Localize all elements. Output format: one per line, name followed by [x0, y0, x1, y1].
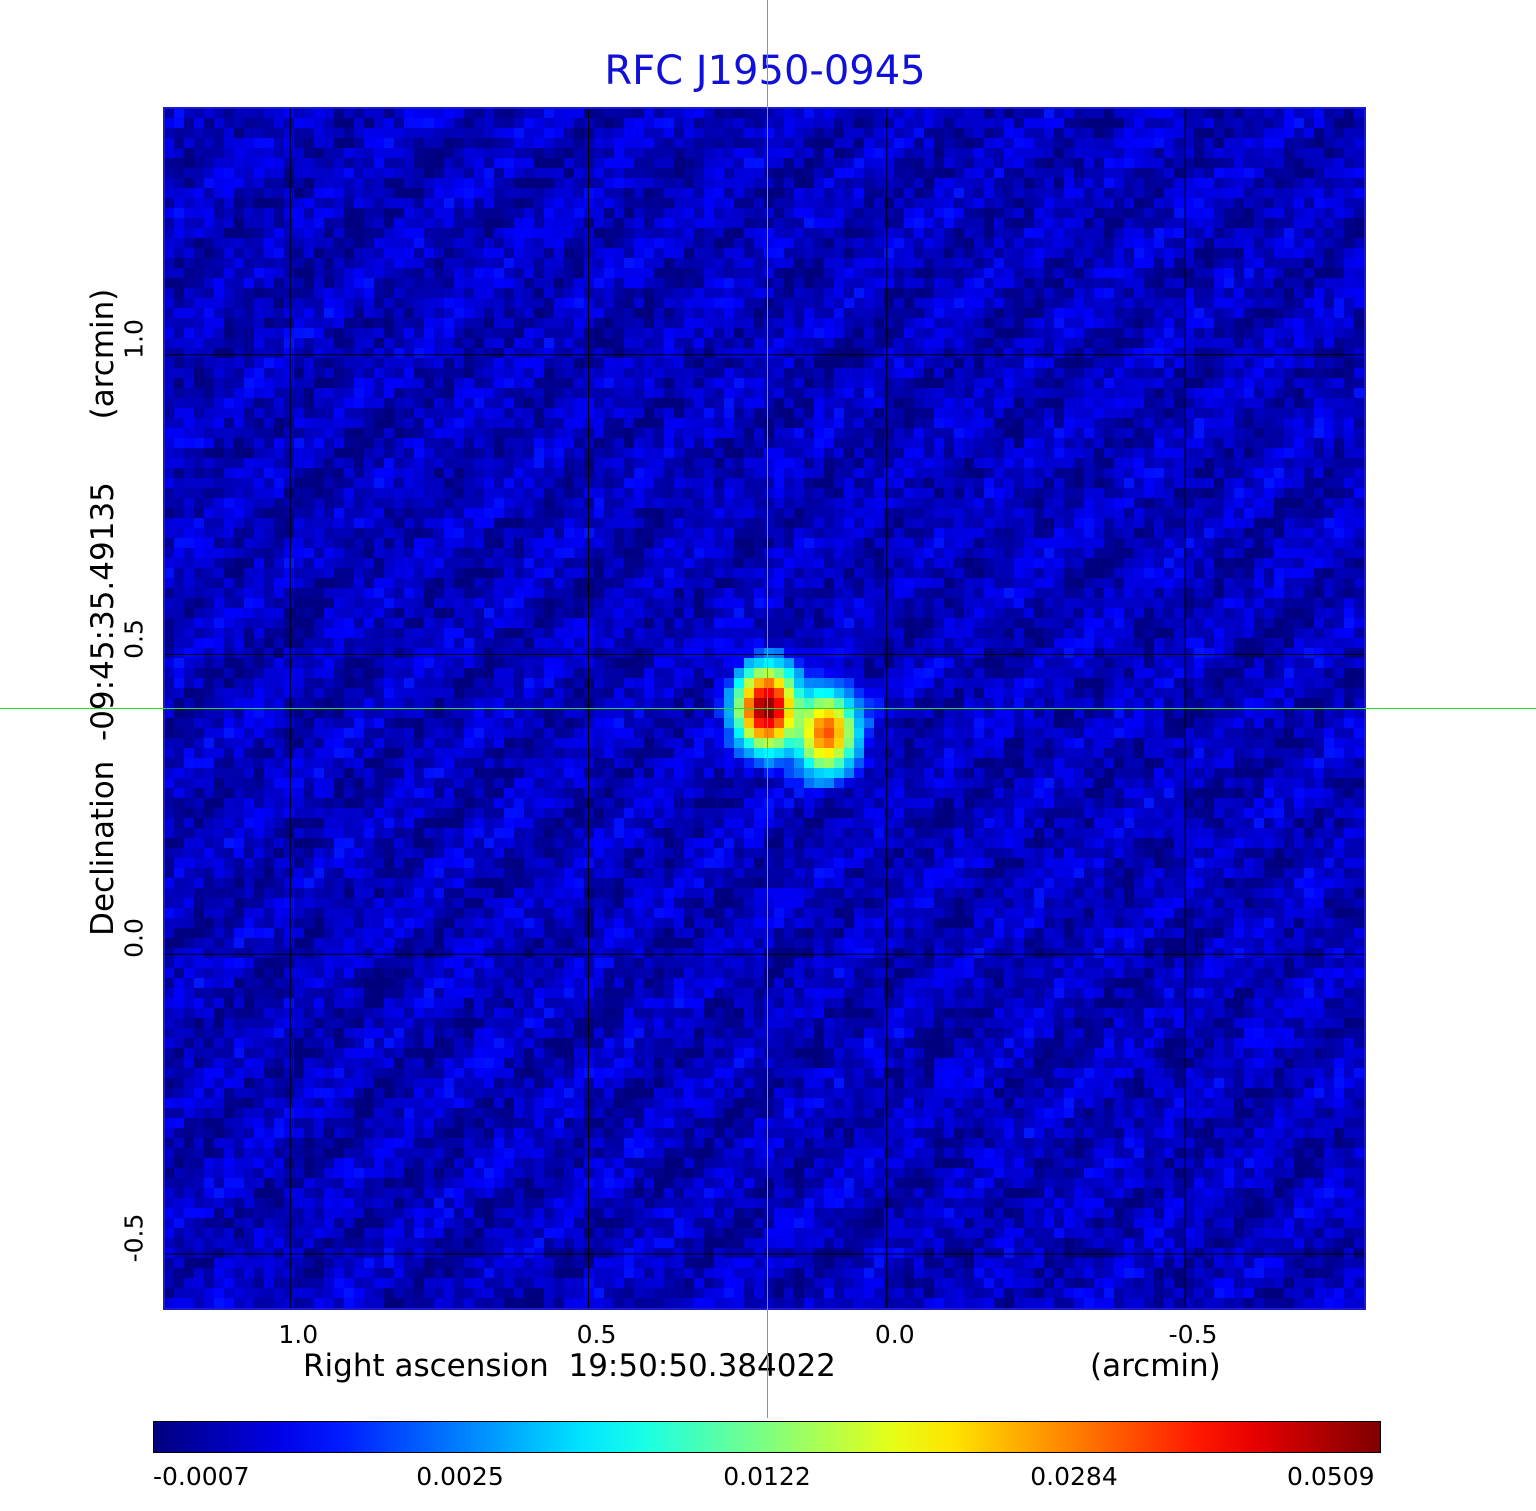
y-axis-label: Declination -09:45:35.49135 — [85, 482, 121, 936]
chart-title: RFC J1950-0945 — [604, 48, 926, 94]
y-tick-label: -0.5 — [119, 1213, 149, 1263]
colorbar-tick-label: 0.0122 — [723, 1462, 811, 1491]
x-tick-label: 0.5 — [576, 1320, 617, 1349]
x-tick-label: 1.0 — [278, 1320, 319, 1349]
plot-area[interactable] — [163, 107, 1366, 1310]
y-axis-unit: (arcmin) — [85, 288, 121, 420]
colorbar-tick-label: 0.0509 — [1287, 1462, 1375, 1491]
coordinate-grid — [165, 109, 1364, 1308]
colorbar — [153, 1421, 1381, 1453]
x-tick-label: -0.5 — [1168, 1320, 1218, 1349]
x-axis-unit: (arcmin) — [1090, 1348, 1221, 1384]
y-tick-label: 0.5 — [119, 618, 149, 659]
y-tick-label: 1.0 — [119, 318, 149, 359]
y-tick-label: 0.0 — [119, 918, 149, 959]
colorbar-tick-label: 0.0284 — [1030, 1462, 1118, 1491]
colorbar-tick-label: 0.0025 — [416, 1462, 504, 1491]
x-axis-label: Right ascension 19:50:50.384022 — [303, 1348, 836, 1384]
x-tick-label: 0.0 — [874, 1320, 915, 1349]
colorbar-tick-label: -0.0007 — [153, 1462, 250, 1491]
